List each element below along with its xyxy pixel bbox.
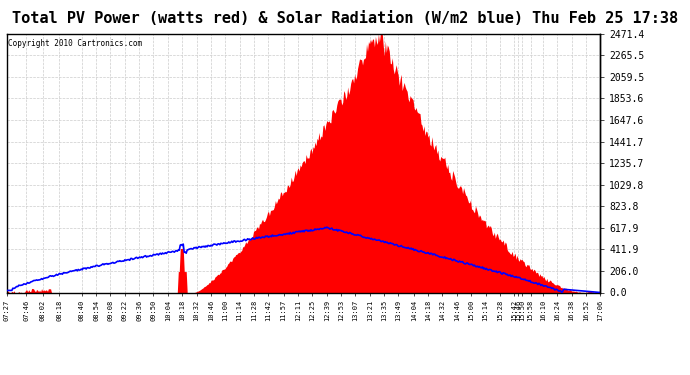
Text: Total PV Power (watts red) & Solar Radiation (W/m2 blue) Thu Feb 25 17:38: Total PV Power (watts red) & Solar Radia… xyxy=(12,11,678,26)
Text: Copyright 2010 Cartronics.com: Copyright 2010 Cartronics.com xyxy=(8,39,142,48)
